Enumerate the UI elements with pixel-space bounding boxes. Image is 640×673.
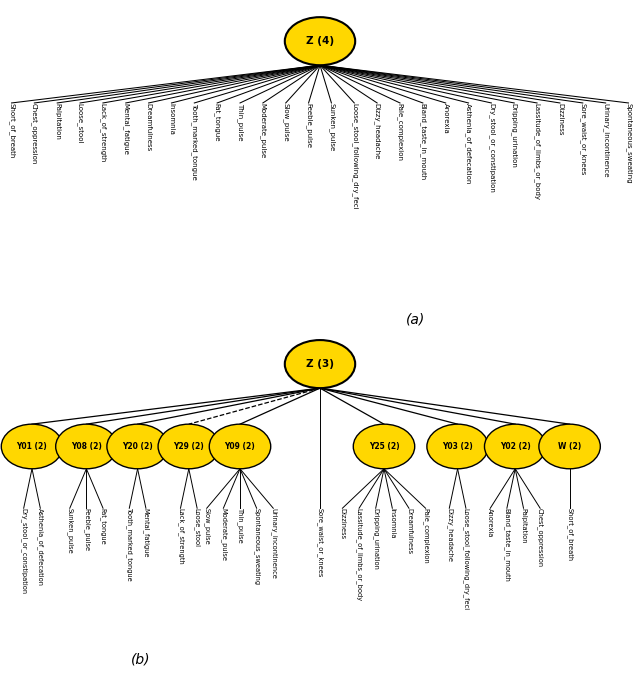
Text: Mental_fatigue: Mental_fatigue bbox=[143, 508, 149, 558]
Text: Loose_stool_following_dry_feci: Loose_stool_following_dry_feci bbox=[463, 508, 469, 610]
Text: Lack_of_strength: Lack_of_strength bbox=[100, 103, 106, 162]
Text: Fat_tongue: Fat_tongue bbox=[214, 103, 221, 141]
Ellipse shape bbox=[427, 424, 488, 469]
Text: Dizziness: Dizziness bbox=[557, 103, 563, 135]
Text: Tooth_marked_tongue: Tooth_marked_tongue bbox=[191, 103, 198, 180]
Text: Insomnia: Insomnia bbox=[389, 508, 396, 539]
Text: Urinary_incontinence: Urinary_incontinence bbox=[270, 508, 276, 579]
Text: Z (4): Z (4) bbox=[306, 36, 334, 46]
Text: Y08 (2): Y08 (2) bbox=[71, 442, 102, 451]
Text: Dripping_urination: Dripping_urination bbox=[511, 103, 518, 168]
Text: Dripping_urination: Dripping_urination bbox=[372, 508, 379, 570]
Text: Sunken_pulse: Sunken_pulse bbox=[328, 103, 335, 151]
Text: Pale_complexion: Pale_complexion bbox=[422, 508, 429, 564]
Text: Z (3): Z (3) bbox=[306, 359, 334, 369]
Text: Asthenia_of_defecation: Asthenia_of_defecation bbox=[465, 103, 472, 184]
Text: Anorexia: Anorexia bbox=[443, 103, 449, 134]
Text: Fat_tongue: Fat_tongue bbox=[100, 508, 106, 545]
Text: Asthenia_of_defecation: Asthenia_of_defecation bbox=[37, 508, 44, 586]
Text: Short_of_breath: Short_of_breath bbox=[566, 508, 573, 561]
Ellipse shape bbox=[56, 424, 117, 469]
Ellipse shape bbox=[107, 424, 168, 469]
Text: Mental_fatigue: Mental_fatigue bbox=[122, 103, 129, 155]
Text: Sunken_pulse: Sunken_pulse bbox=[67, 508, 73, 554]
Text: Y09 (2): Y09 (2) bbox=[225, 442, 255, 451]
Text: Y03 (2): Y03 (2) bbox=[442, 442, 473, 451]
Text: Moderate_pulse: Moderate_pulse bbox=[259, 103, 266, 158]
Text: Dizzy_headache: Dizzy_headache bbox=[374, 103, 381, 160]
Ellipse shape bbox=[158, 424, 220, 469]
Text: Pale_complexion: Pale_complexion bbox=[397, 103, 403, 161]
Text: Dizzy_headache: Dizzy_headache bbox=[446, 508, 452, 562]
Text: Lassitude_of_limbs_or_body: Lassitude_of_limbs_or_body bbox=[356, 508, 362, 602]
Text: Bland_taste_in_mouth: Bland_taste_in_mouth bbox=[419, 103, 426, 180]
Text: Thin_pulse: Thin_pulse bbox=[237, 508, 243, 544]
Text: Y29 (2): Y29 (2) bbox=[173, 442, 204, 451]
Ellipse shape bbox=[209, 424, 271, 469]
Text: Anorexia: Anorexia bbox=[487, 508, 493, 538]
Text: Loose_stool: Loose_stool bbox=[77, 103, 83, 143]
Text: Slow_pulse: Slow_pulse bbox=[282, 103, 289, 141]
Text: Y25 (2): Y25 (2) bbox=[369, 442, 399, 451]
Text: (b): (b) bbox=[131, 652, 150, 666]
Text: Sore_waist_or_knees: Sore_waist_or_knees bbox=[579, 103, 586, 176]
Text: Sore_waist_or_knees: Sore_waist_or_knees bbox=[317, 508, 323, 577]
Text: Dreamfulness: Dreamfulness bbox=[406, 508, 412, 555]
Text: Tooth_marked_tongue: Tooth_marked_tongue bbox=[126, 508, 132, 582]
Ellipse shape bbox=[285, 340, 355, 388]
Text: Feeble_pulse: Feeble_pulse bbox=[83, 508, 90, 551]
Text: W (2): W (2) bbox=[558, 442, 581, 451]
Text: Chest_oppression: Chest_oppression bbox=[31, 103, 38, 164]
Text: Loose_stool: Loose_stool bbox=[194, 508, 200, 547]
Text: Thin_pulse: Thin_pulse bbox=[237, 103, 243, 141]
Text: Urinary_incontinence: Urinary_incontinence bbox=[602, 103, 609, 178]
Text: Short_of_breath: Short_of_breath bbox=[8, 103, 15, 158]
Text: Moderate_pulse: Moderate_pulse bbox=[220, 508, 227, 561]
Text: Insomnia: Insomnia bbox=[168, 103, 175, 135]
Text: Dreamfulness: Dreamfulness bbox=[146, 103, 152, 151]
Ellipse shape bbox=[285, 17, 355, 65]
Text: Y20 (2): Y20 (2) bbox=[122, 442, 153, 451]
Text: Palpitation: Palpitation bbox=[520, 508, 527, 544]
Text: Lack_of_strength: Lack_of_strength bbox=[177, 508, 184, 565]
Text: Loose_stool_following_dry_feci: Loose_stool_following_dry_feci bbox=[351, 103, 358, 209]
Ellipse shape bbox=[1, 424, 63, 469]
Text: Spontaneous_sweating: Spontaneous_sweating bbox=[253, 508, 260, 586]
Text: Bland_taste_in_mouth: Bland_taste_in_mouth bbox=[504, 508, 510, 582]
Text: Y01 (2): Y01 (2) bbox=[17, 442, 47, 451]
Text: Dry_stool_or_constipation: Dry_stool_or_constipation bbox=[488, 103, 495, 193]
Text: Dry_stool_or_constipation: Dry_stool_or_constipation bbox=[20, 508, 27, 594]
Text: Palpitation: Palpitation bbox=[54, 103, 60, 140]
Ellipse shape bbox=[539, 424, 600, 469]
Ellipse shape bbox=[353, 424, 415, 469]
Text: Y02 (2): Y02 (2) bbox=[500, 442, 531, 451]
Text: Lassitude_of_limbs_or_body: Lassitude_of_limbs_or_body bbox=[534, 103, 540, 200]
Text: Feeble_pulse: Feeble_pulse bbox=[305, 103, 312, 148]
Ellipse shape bbox=[484, 424, 546, 469]
Text: Slow_pulse: Slow_pulse bbox=[204, 508, 210, 545]
Text: Chest_oppression: Chest_oppression bbox=[537, 508, 543, 567]
Text: (a): (a) bbox=[406, 312, 426, 326]
Text: Spontaneous_sweating: Spontaneous_sweating bbox=[625, 103, 632, 184]
Text: Dizziness: Dizziness bbox=[339, 508, 346, 539]
